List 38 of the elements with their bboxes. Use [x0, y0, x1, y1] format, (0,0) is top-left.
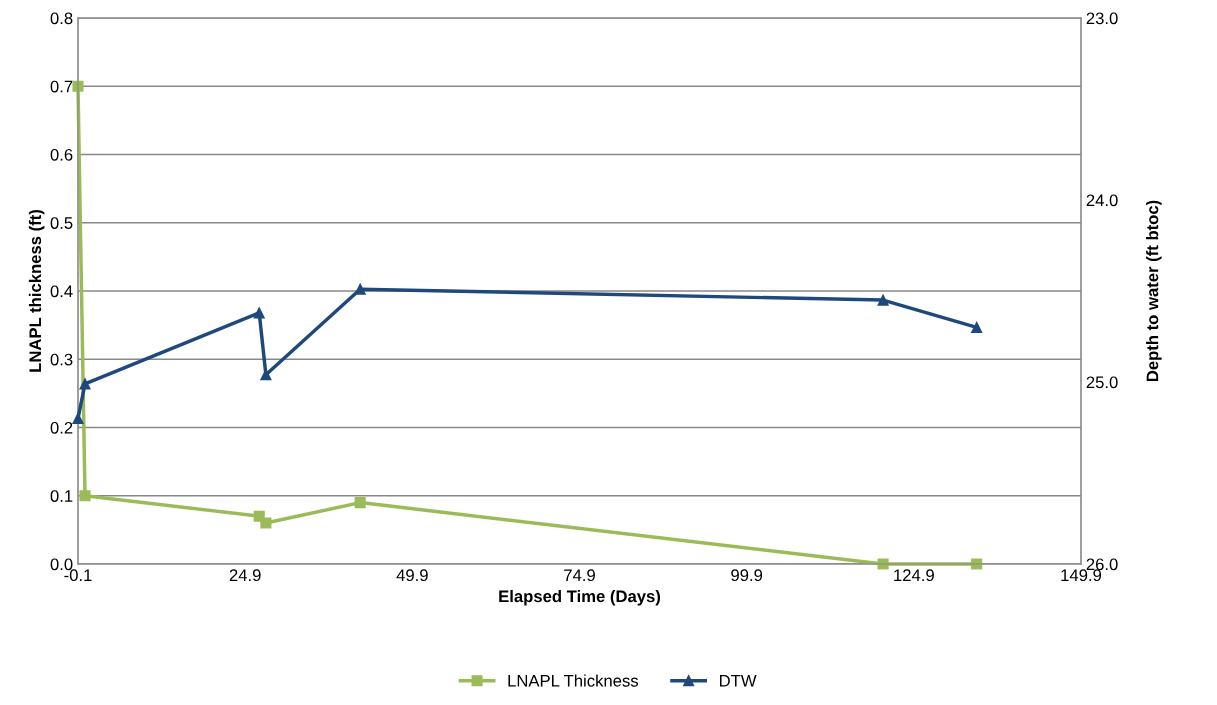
y-tick-label: 0.8: [50, 12, 73, 25]
x-tick-label: 99.9: [731, 569, 763, 582]
point: [877, 558, 889, 570]
y-tick-label: 0.5: [50, 217, 73, 229]
y-tick-label: 0.3: [50, 353, 73, 366]
point: [72, 80, 84, 92]
x-tick-label: -0.1: [64, 569, 92, 582]
point: [354, 497, 366, 509]
point: [260, 517, 272, 529]
y-tick-label: 0.0: [50, 558, 73, 571]
y2-tick-label: 25.0: [1086, 376, 1118, 389]
x-tick-label: 74.9: [564, 569, 595, 582]
x-tick-label: 124.9: [894, 569, 934, 582]
y-tick-label: 0.7: [50, 80, 73, 93]
point: [79, 490, 91, 502]
point: [971, 321, 983, 333]
x-tick-label: 49.9: [396, 569, 428, 582]
point: [971, 558, 983, 570]
point: [253, 307, 265, 319]
x-tick-label: 149.9: [1061, 569, 1102, 582]
y-tick-label: 0.6: [50, 148, 73, 161]
y2-tick-label: 24.0: [1086, 194, 1118, 207]
y2-tick-label: 23.0: [1086, 12, 1118, 25]
y-tick-label: 0.2: [50, 421, 73, 434]
x-tick-label: 24.9: [229, 569, 261, 582]
point: [79, 378, 91, 390]
y2-axis-title: Depth to water (ft btoc): [1146, 200, 1162, 382]
point: [260, 369, 272, 381]
point: [877, 294, 889, 306]
legend-label: DTW: [720, 675, 757, 687]
y-tick-label: 0.4: [50, 285, 73, 298]
point: [72, 412, 84, 424]
x-axis-title: Elapsed Time (Days): [499, 589, 661, 606]
y2-tick-label: 26.0: [1086, 558, 1118, 571]
legend-label: LNAPL Thickness: [508, 674, 639, 687]
y-tick-label: 0.1: [50, 490, 73, 502]
y-axis-title: LNAPL thickness (ft): [28, 210, 45, 372]
point: [354, 283, 366, 295]
